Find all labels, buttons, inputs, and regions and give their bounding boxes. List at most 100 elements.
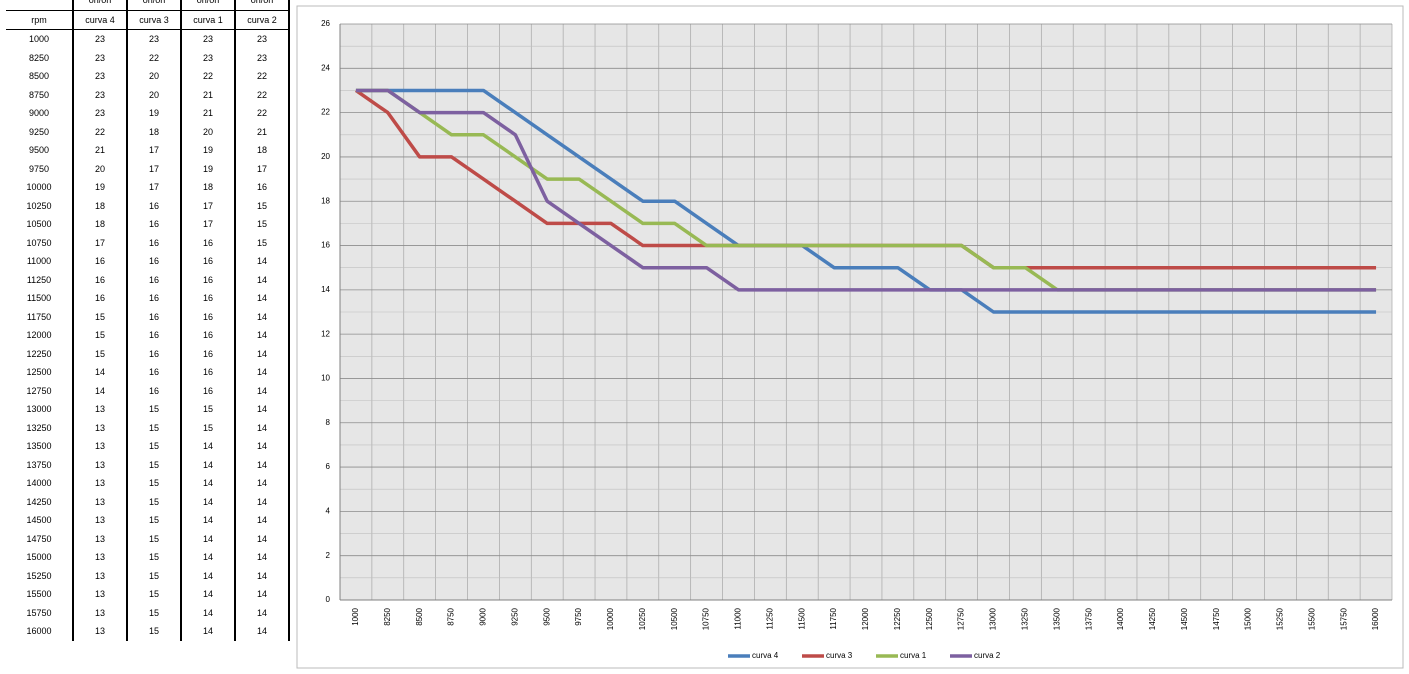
y-tick-label: 4: [326, 506, 331, 515]
table-row: 10000 19 17 18 16: [6, 178, 290, 197]
rpm-cell: 9500: [28, 145, 50, 155]
value-cell: 20: [126, 85, 181, 104]
value-cell: 14: [234, 455, 290, 474]
value-cell: 23: [72, 29, 127, 49]
x-tick-label: 15000: [1244, 607, 1253, 630]
value-cell: 14: [180, 585, 235, 604]
value-cell: 16: [180, 307, 235, 326]
value-cell: 22: [72, 122, 127, 141]
value-cell: 14: [180, 474, 235, 493]
rpm-cell: 14750: [26, 533, 52, 544]
value-cell: 14: [180, 622, 235, 641]
y-tick-label: 6: [326, 462, 331, 471]
value-cell: 16: [180, 381, 235, 400]
table-row: 12000 15 16 16 14: [6, 326, 290, 345]
x-tick-label: 14750: [1212, 607, 1221, 630]
table-row: rpm curva 4 curva 3 curva 1 curva 2: [6, 10, 290, 30]
value-cell: 15: [126, 585, 181, 604]
table-row: 9250 22 18 20 21: [6, 122, 290, 141]
rpm-cell: 12750: [26, 385, 52, 396]
value-cell: 16: [126, 270, 181, 289]
value-cell: 16: [126, 252, 181, 271]
rpm-cell: 8750: [28, 89, 50, 100]
value-cell: 14: [234, 511, 290, 530]
value-cell: 16: [234, 178, 290, 197]
value-cell: 14: [180, 529, 235, 548]
y-tick-label: 24: [321, 63, 330, 72]
value-cell: 15: [126, 492, 181, 511]
x-tick-label: 13000: [989, 607, 998, 630]
value-cell: 16: [126, 363, 181, 382]
table-row: 10250 18 16 17 15: [6, 196, 290, 215]
x-tick-label: 8250: [383, 607, 392, 625]
value-cell: 17: [180, 196, 235, 215]
value-cell: 17: [126, 178, 181, 197]
legend-label: curva 1: [900, 651, 927, 660]
table-row: 15500 13 15 14 14: [6, 585, 290, 604]
x-tick-label: 1000: [351, 607, 360, 625]
legend-label: curva 3: [826, 651, 853, 660]
value-cell: 17: [72, 233, 127, 252]
x-tick-label: 12250: [893, 607, 902, 630]
x-tick-label: 12750: [957, 607, 966, 630]
value-cell: 16: [180, 363, 235, 382]
table-row: 9000 23 19 21 22: [6, 104, 290, 123]
x-tick-label: 13500: [1052, 607, 1061, 630]
value-cell: 15: [180, 400, 235, 419]
column-header: curva 1: [180, 10, 235, 30]
value-cell: 14: [234, 474, 290, 493]
legend-label: curva 2: [974, 651, 1001, 660]
table-row: 11500 16 16 16 14: [6, 289, 290, 308]
x-tick-label: 11000: [734, 607, 743, 629]
table-row: 14250 13 15 14 14: [6, 492, 290, 511]
value-cell: 16: [180, 289, 235, 308]
value-cell: 14: [234, 548, 290, 567]
value-cell: 15: [126, 418, 181, 437]
value-cell: 16: [126, 381, 181, 400]
rpm-cell: 15750: [26, 607, 52, 618]
table-row: 15000 13 15 14 14: [6, 548, 290, 567]
value-cell: 22: [234, 104, 290, 123]
rpm-cell: 10250: [26, 200, 52, 211]
value-cell: 17: [126, 159, 181, 178]
value-cell: 19: [72, 178, 127, 197]
series-line: [355, 88, 1377, 292]
value-cell: 21: [180, 104, 235, 123]
value-cell: 22: [234, 67, 290, 86]
table-row: 12250 15 16 16 14: [6, 344, 290, 363]
table-row: 8500 23 20 22 22: [6, 67, 290, 86]
value-cell: 23: [234, 48, 290, 67]
table-row: 10750 17 16 16 15: [6, 233, 290, 252]
table-row: on/on on/on on/on on/on: [6, 0, 290, 11]
table-row: 11250 16 16 16 14: [6, 270, 290, 289]
value-cell: 16: [72, 270, 127, 289]
value-cell: 18: [180, 178, 235, 197]
empty-cell: [6, 0, 73, 11]
rpm-cell: 13500: [26, 441, 52, 451]
table-row: 12750 14 16 16 14: [6, 381, 290, 400]
value-cell: 15: [126, 511, 181, 530]
value-cell: 16: [126, 233, 181, 252]
top-header: on/on: [180, 0, 235, 11]
value-cell: 15: [72, 326, 127, 345]
table-row: 13750 13 15 14 14: [6, 455, 290, 474]
value-cell: 22: [180, 67, 235, 86]
value-cell: 14: [180, 492, 235, 511]
x-tick-label: 12500: [925, 607, 934, 630]
rpm-cell: 15250: [26, 570, 52, 581]
value-cell: 13: [72, 418, 127, 437]
x-tick-label: 9000: [479, 607, 488, 625]
x-tick-label: 11500: [797, 607, 806, 629]
value-cell: 15: [126, 455, 181, 474]
value-cell: 14: [234, 381, 290, 400]
rpm-cell: 14000: [26, 478, 52, 488]
table-row: 13500 13 15 14 14: [6, 437, 290, 456]
rpm-cell: 8250: [28, 52, 50, 63]
value-cell: 13: [72, 603, 127, 622]
value-cell: 13: [72, 474, 127, 493]
value-cell: 17: [234, 159, 290, 178]
table-row: 15250 13 15 14 14: [6, 566, 290, 585]
value-cell: 13: [72, 400, 127, 419]
value-cell: 15: [126, 622, 181, 641]
